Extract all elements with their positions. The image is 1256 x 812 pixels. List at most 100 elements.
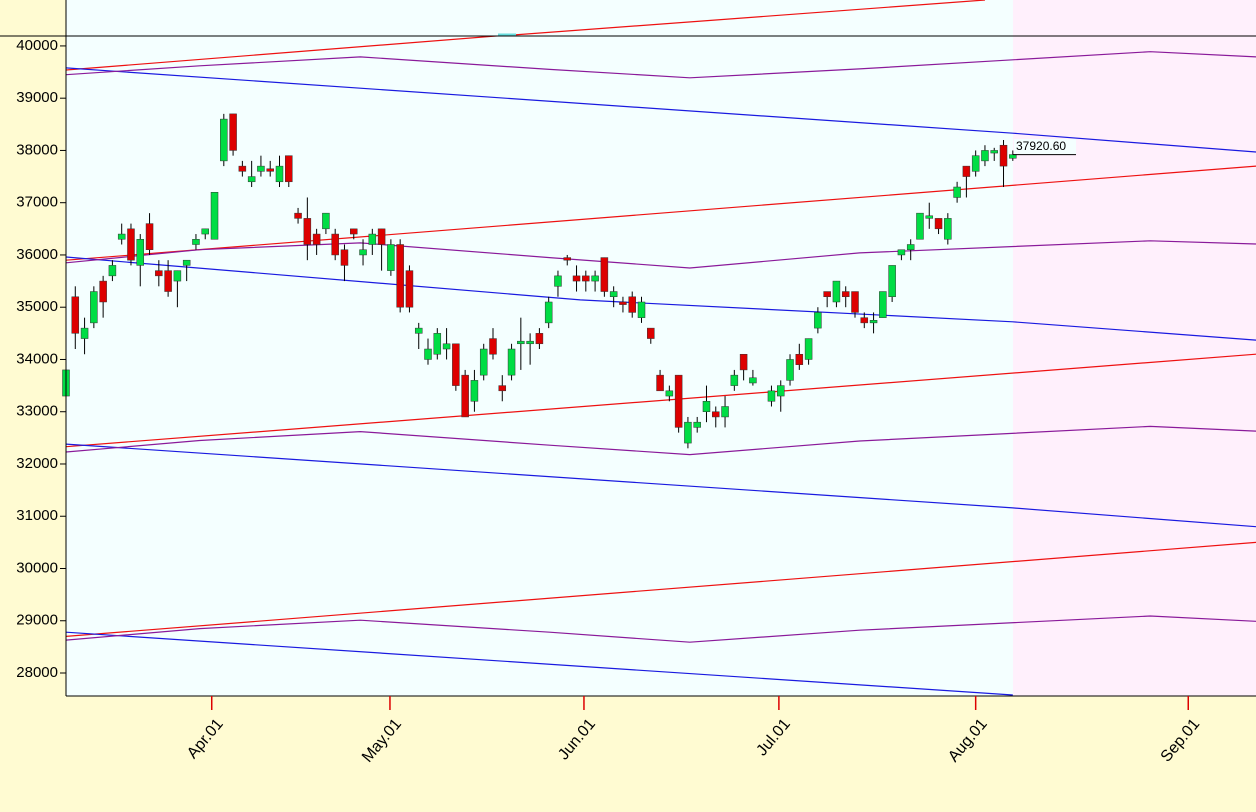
x-tick-label: Jul.01 [753, 716, 794, 760]
y-tick-label: 40000 [16, 37, 58, 54]
candle-body [591, 275, 599, 282]
candle-body [433, 333, 442, 355]
candle-body [851, 291, 859, 313]
channel-line [66, 615, 1256, 643]
overlay-lines [66, 36, 1256, 696]
channel-line [66, 256, 1256, 341]
y-tick-label: 30000 [16, 559, 58, 576]
candle-body [108, 265, 117, 277]
candle-body [257, 165, 265, 172]
candle-body [981, 150, 989, 162]
candle-body [637, 301, 646, 318]
candle-body [442, 343, 451, 350]
y-tick-label: 36000 [16, 246, 58, 263]
candle-body [145, 223, 154, 250]
candle-body [350, 228, 358, 235]
channel-line [66, 631, 1013, 696]
candle-body [962, 165, 971, 177]
candle-body [210, 191, 219, 240]
candle-body [609, 291, 618, 298]
candle-body [674, 374, 683, 428]
channel-line [66, 425, 1256, 456]
candle-body [424, 348, 432, 360]
x-tick-label: May.01 [359, 716, 405, 766]
candle-body [220, 118, 228, 162]
candle-body [80, 327, 89, 339]
candle-body [452, 343, 460, 386]
y-tick-label: 29000 [16, 612, 58, 629]
candle-body [517, 340, 525, 345]
candle-body [582, 275, 590, 282]
last-price-box [1014, 139, 1076, 154]
candle-body [90, 291, 98, 324]
candle-body [934, 218, 943, 230]
y-tick-label: 32000 [16, 455, 58, 472]
candle-body [823, 291, 831, 298]
candle-body [879, 291, 887, 318]
candle-body [730, 374, 739, 386]
candle-body [535, 333, 544, 345]
y-tick-label: 31000 [16, 507, 58, 524]
candle-body [795, 353, 804, 365]
y-tick-label: 28000 [16, 664, 58, 681]
candle-body [925, 215, 934, 219]
candle-body [786, 359, 794, 381]
candle-body [869, 320, 878, 324]
candle-body [359, 249, 367, 256]
candle-body [396, 244, 404, 308]
candle-body [155, 270, 163, 277]
candle-body [285, 155, 293, 183]
candle-body [201, 228, 209, 235]
candle-body [294, 212, 302, 219]
candle-body [860, 317, 869, 324]
candle-body [767, 390, 776, 402]
candle-body [563, 257, 571, 261]
candle-body [906, 244, 915, 250]
candle-body [368, 233, 377, 245]
candle-body [990, 150, 998, 154]
candle-body [192, 239, 200, 245]
channel-line [66, 51, 1256, 79]
x-tick-label: Aug.01 [945, 716, 991, 766]
candle-body [712, 411, 720, 418]
y-tick-label: 35000 [16, 298, 58, 315]
candle-body [656, 374, 664, 392]
candle-body [647, 327, 655, 339]
candle-body [832, 280, 841, 303]
candle-body [117, 233, 126, 240]
y-tick-label: 37000 [16, 194, 58, 211]
channel-line [66, 443, 1256, 528]
candle-body [470, 380, 479, 402]
candle-body [173, 270, 182, 282]
candle-body [312, 233, 321, 245]
candle-body [953, 186, 961, 198]
channel-line [66, 36, 504, 71]
candle-body [526, 340, 534, 345]
candle-body [71, 296, 80, 334]
candle-body [414, 327, 423, 334]
candle-body [628, 296, 636, 313]
candle-body [247, 176, 256, 183]
candle-body [1009, 154, 1017, 159]
candle-body [322, 212, 330, 230]
candle-body [544, 301, 553, 324]
candle-body [897, 249, 906, 256]
candle-body [702, 401, 711, 412]
candle-body [387, 244, 395, 271]
candle-body [99, 280, 107, 303]
y-tick-label: 34000 [16, 350, 58, 367]
candle-body [554, 275, 562, 287]
y-tick-label: 33000 [16, 403, 58, 420]
candle-body [971, 155, 980, 172]
candle-body [572, 275, 581, 282]
candle-body [507, 348, 516, 376]
candle-body [136, 239, 145, 266]
candle-body [303, 218, 312, 245]
channel-line [66, 67, 1256, 153]
candle-body [498, 385, 507, 392]
candle-body [340, 249, 349, 266]
candle-body [721, 406, 729, 418]
last-price-label: 37920.60 [1016, 139, 1066, 153]
